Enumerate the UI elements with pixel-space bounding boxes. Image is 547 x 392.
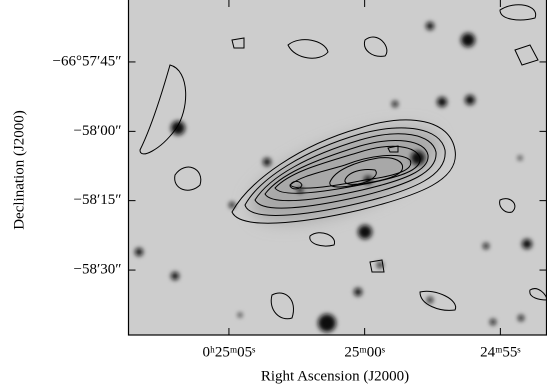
x-tick-label: 0ʰ25ᵐ05ˢ — [203, 344, 256, 360]
x-tick-label: 25ᵐ00ˢ — [344, 344, 385, 360]
y-tick-label: −58′00″ — [74, 123, 122, 139]
x-tick-label: 24ᵐ55ˢ — [480, 344, 521, 360]
y-tick-label: −66°57′45″ — [53, 53, 122, 69]
chart: Right Ascension (J2000) Declination (J20… — [0, 0, 547, 392]
y-tick-label: −58′15″ — [74, 192, 122, 208]
y-axis-label: Declination (J2000) — [11, 110, 27, 230]
sky-image — [128, 0, 547, 335]
y-tick-label: −58′30″ — [74, 262, 122, 278]
x-axis-label: Right Ascension (J2000) — [261, 368, 409, 384]
